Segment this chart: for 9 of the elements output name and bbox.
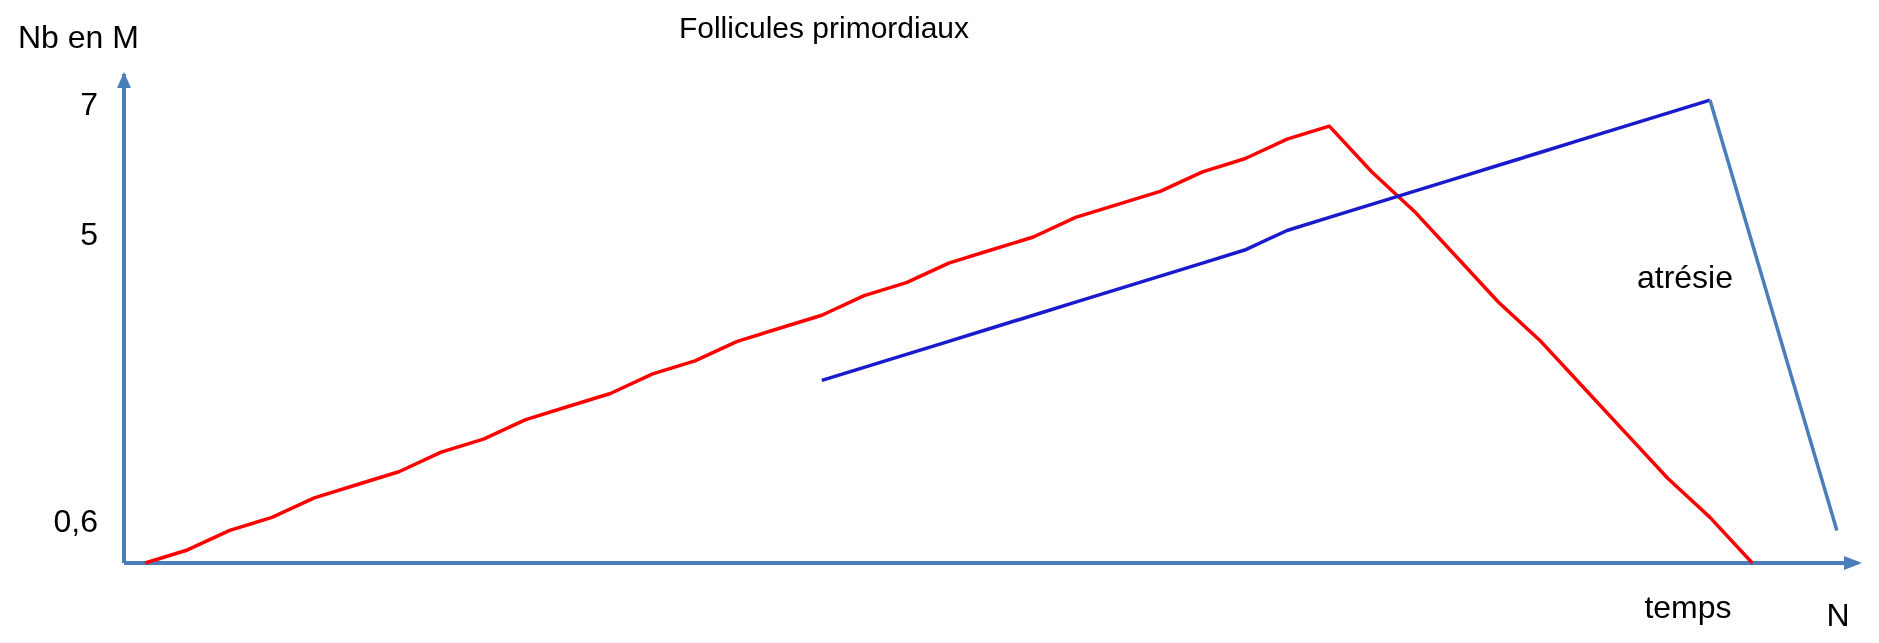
line-series bbox=[143, 124, 1755, 565]
text: N bbox=[1826, 597, 1850, 633]
annotation: atrésie bbox=[1636, 259, 1733, 295]
chart-title: Follicules primordiaux bbox=[678, 11, 970, 44]
y-tick-label: 0,6 bbox=[53, 503, 98, 540]
y-tick-label: 5 bbox=[80, 216, 98, 253]
y-tick-label: 7 bbox=[80, 86, 98, 123]
y-axis-title: Nb en M bbox=[18, 19, 139, 55]
x-axis-title: temps bbox=[1644, 589, 1732, 625]
